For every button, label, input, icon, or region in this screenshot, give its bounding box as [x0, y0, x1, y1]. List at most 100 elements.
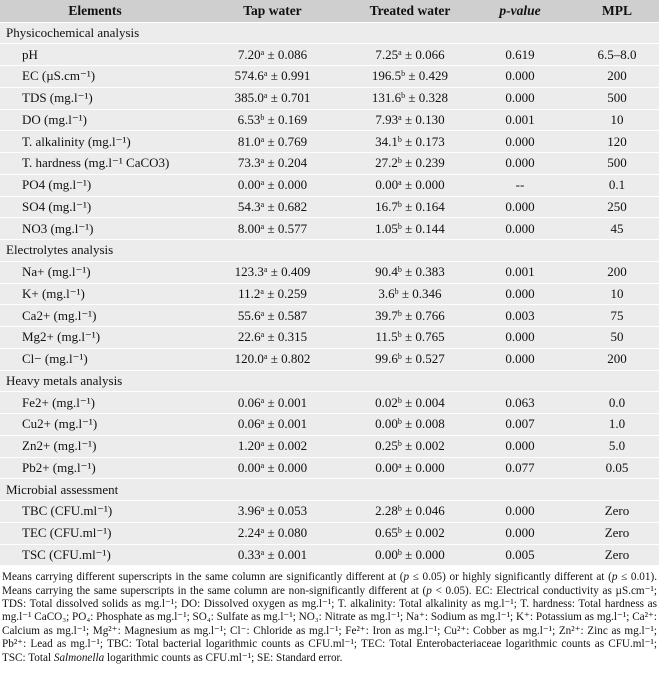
- superscript: b: [397, 156, 402, 166]
- superscript: a: [260, 286, 264, 296]
- standard-error: ± 0.769: [267, 133, 308, 149]
- mean: 81.0: [237, 133, 261, 149]
- section-row: Heavy metals analysis: [0, 370, 659, 393]
- column-header: Tap water: [190, 0, 355, 23]
- data-row: NO3 (mg.l⁻¹) 8.00a ± 0.577 1.05b ± 0.144 0.…: [0, 217, 659, 240]
- standard-error: ± 0.527: [405, 351, 445, 367]
- superscript: a: [398, 112, 402, 122]
- standard-error: ± 0.429: [408, 68, 449, 84]
- mpl-cell: 500: [575, 87, 659, 110]
- standard-error: ± 0.000: [405, 546, 445, 562]
- mpl-cell: Zero: [575, 544, 659, 567]
- standard-error: ± 0.409: [270, 264, 311, 280]
- mean: 27.2: [375, 155, 398, 171]
- mean: 385.0: [234, 90, 264, 106]
- standard-error: ± 0.002: [405, 438, 445, 454]
- value-cell: 123.3a ± 0.409: [190, 261, 355, 284]
- data-table: Elements Tap water Treated water p-value MPL…: [0, 0, 659, 567]
- element-cell: TBC (CFU.ml⁻¹): [0, 500, 190, 523]
- mean: 0.33: [237, 546, 261, 562]
- element-cell: TSC (CFU.ml⁻¹): [0, 544, 190, 567]
- mpl-cell: 200: [575, 348, 659, 371]
- mean: 73.3: [237, 155, 261, 171]
- value-cell: 11.5b ± 0.765: [355, 326, 465, 349]
- mpl-cell: 10: [575, 109, 659, 132]
- footnote-text: p: [403, 571, 410, 584]
- superscript: b: [397, 395, 402, 405]
- p-value-cell: 0.619: [465, 43, 575, 66]
- data-row: T. hardness (mg.l⁻¹ CaCO3) 73.3a ± 0.204 2…: [0, 152, 659, 175]
- value-cell: 1.20a ± 0.002: [190, 435, 355, 458]
- data-row: EC (µS.cm⁻¹) 574.6a ± 0.991 196.5b ± 0.429…: [0, 65, 659, 88]
- element-cell: TEC (CFU.ml⁻¹): [0, 522, 190, 545]
- superscript: b: [394, 286, 399, 296]
- p-value-cell: 0.077: [465, 457, 575, 480]
- standard-error: ± 0.002: [405, 525, 445, 541]
- superscript: a: [260, 439, 265, 449]
- mpl-cell: 500: [575, 152, 659, 175]
- mean: 0.00: [237, 459, 261, 475]
- p-value-cell: 0.001: [465, 261, 575, 284]
- footnote-text: ≤ 0.05) or highly significantly differen…: [409, 571, 612, 584]
- element-cell: K+ (mg.l⁻¹): [0, 283, 190, 306]
- mpl-cell: 75: [575, 304, 659, 327]
- standard-error: ± 0.239: [405, 155, 445, 171]
- data-row: Mg2+ (mg.l⁻¹) 22.6a ± 0.315 11.5b ± 0.765 0…: [0, 326, 659, 349]
- mean: 55.6: [237, 307, 261, 323]
- value-cell: 7.93a ± 0.130: [355, 109, 465, 132]
- element-cell: pH: [0, 43, 190, 66]
- standard-error: ± 0.315: [267, 329, 308, 345]
- value-cell: 8.00a ± 0.577: [190, 217, 355, 240]
- mean: 574.6: [234, 68, 264, 84]
- footnote-text: < 0.05). EC: Electrical conductivity as …: [2, 584, 657, 664]
- element-cell: Cu2+ (mg.l⁻¹): [0, 413, 190, 436]
- section-title: Physicochemical analysis: [0, 22, 659, 45]
- mean: 39.7: [375, 307, 398, 323]
- mean: 2.28: [375, 503, 398, 519]
- mean: 123.3: [234, 264, 264, 280]
- mean: 0.65: [375, 525, 398, 541]
- column-header: Treated water: [355, 0, 465, 23]
- mean: 7.93: [375, 111, 399, 127]
- data-row: Ca2+ (mg.l⁻¹) 55.6a ± 0.587 39.7b ± 0.766 0…: [0, 304, 659, 327]
- mpl-cell: 45: [575, 217, 659, 240]
- value-cell: 0.33a ± 0.001: [190, 544, 355, 567]
- superscript: b: [397, 547, 402, 557]
- section-title: Heavy metals analysis: [0, 370, 659, 393]
- column-header: MPL: [575, 0, 659, 23]
- element-cell: Fe2+ (mg.l⁻¹): [0, 391, 190, 414]
- superscript: a: [260, 330, 265, 340]
- value-cell: 6.53b ± 0.169: [190, 109, 355, 132]
- p-value-cell: 0.000: [465, 522, 575, 545]
- mean: 0.00: [375, 546, 398, 562]
- standard-error: ± 0.577: [267, 220, 308, 236]
- mean: 3.6: [378, 285, 395, 301]
- mean: 34.1: [375, 133, 398, 149]
- standard-error: ± 0.130: [404, 111, 445, 127]
- mean: 0.25: [375, 438, 398, 454]
- mean: 0.00: [375, 177, 399, 193]
- element-cell: SO4 (mg.l⁻¹): [0, 196, 190, 219]
- p-value-cell: 0.001: [465, 109, 575, 132]
- mpl-cell: Zero: [575, 522, 659, 545]
- data-row: PO4 (mg.l⁻¹) 0.00a ± 0.000 0.00a ± 0.000 --…: [0, 174, 659, 197]
- element-cell: Mg2+ (mg.l⁻¹): [0, 326, 190, 349]
- superscript: a: [260, 504, 265, 514]
- superscript: a: [398, 178, 402, 188]
- standard-error: ± 0.346: [401, 285, 442, 301]
- section-title: Microbial assessment: [0, 478, 659, 501]
- element-cell: Na+ (mg.l⁻¹): [0, 261, 190, 284]
- mean: 16.7: [375, 198, 398, 214]
- superscript: b: [397, 417, 402, 427]
- superscript: a: [398, 47, 402, 57]
- header-row: Elements Tap water Treated water p-value MPL: [0, 0, 659, 23]
- mpl-cell: 200: [575, 261, 659, 284]
- value-cell: 0.00a ± 0.000: [355, 457, 465, 480]
- superscript: b: [397, 265, 402, 275]
- mean: 1.05: [375, 220, 398, 236]
- superscript: b: [397, 134, 402, 144]
- footnote-text: p: [611, 571, 618, 584]
- data-row: Na+ (mg.l⁻¹) 123.3a ± 0.409 90.4b ± 0.383 0…: [0, 261, 659, 284]
- standard-error: ± 0.164: [405, 198, 445, 214]
- element-cell: T. alkalinity (mg.l⁻¹): [0, 130, 190, 153]
